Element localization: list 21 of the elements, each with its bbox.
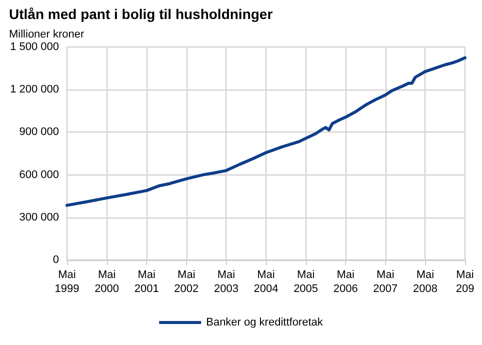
x-tick-label: Mai 2003 xyxy=(214,269,238,295)
x-tick-label: Mai 2007 xyxy=(373,269,398,295)
legend-label: Banker og kredittforetak xyxy=(206,316,324,328)
x-tick-label: Mai 2008 xyxy=(412,269,438,295)
x-tick-label: Mai 2006 xyxy=(333,269,358,295)
chart-title: Utlån med pant i bolig til husholdninger xyxy=(9,6,274,22)
x-tick-label: Mai 2004 xyxy=(254,269,278,295)
x-tick-label: Mai 1999 xyxy=(54,269,80,295)
y-tick-label: 300 000 xyxy=(19,211,59,224)
y-tick-label: 600 000 xyxy=(19,168,59,181)
x-tick-label: Mai 2001 xyxy=(134,269,159,295)
x-tick-label: Mai 2005 xyxy=(294,269,318,295)
y-tick-label: 1 200 000 xyxy=(10,84,59,96)
y-tick-label: 900 000 xyxy=(19,126,59,138)
y-tick-label: 0 xyxy=(52,254,59,266)
x-tick-label: Mai 2000 xyxy=(94,269,120,295)
x-tick-label: Mai 2002 xyxy=(174,269,199,295)
line-series xyxy=(66,56,466,207)
y-tick-label: 1 500 000 xyxy=(10,41,59,53)
x-tick-label: Mai 209 xyxy=(456,269,474,295)
y-axis-title: Millioner kroner xyxy=(9,28,85,40)
